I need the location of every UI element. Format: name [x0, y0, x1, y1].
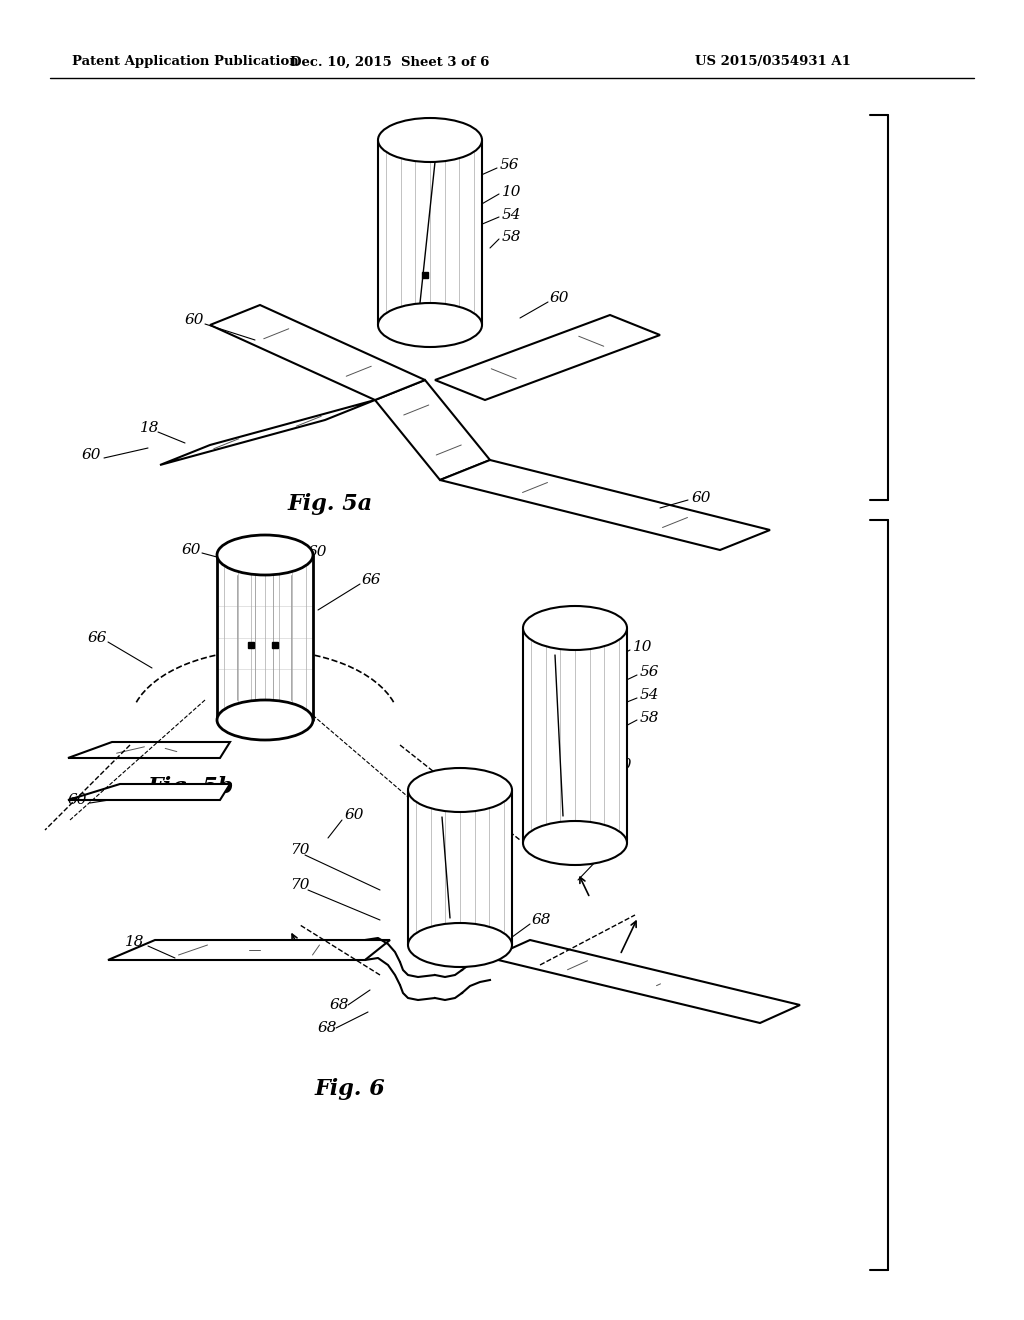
Text: 68: 68 [318, 1020, 338, 1035]
Polygon shape [435, 315, 660, 400]
Text: 10: 10 [633, 640, 652, 653]
Text: Fig. 5a: Fig. 5a [288, 492, 373, 515]
Text: 60: 60 [68, 793, 87, 807]
Ellipse shape [217, 535, 313, 576]
Text: 60: 60 [82, 447, 101, 462]
Polygon shape [68, 784, 230, 800]
Ellipse shape [408, 923, 512, 968]
Ellipse shape [378, 304, 482, 347]
Text: 60: 60 [550, 290, 569, 305]
Text: 70: 70 [612, 758, 632, 772]
Text: 54: 54 [502, 209, 521, 222]
Ellipse shape [217, 700, 313, 741]
Ellipse shape [523, 821, 627, 865]
Polygon shape [378, 140, 482, 325]
Polygon shape [160, 400, 375, 465]
Text: 70: 70 [290, 843, 309, 857]
Text: US 2015/0354931 A1: US 2015/0354931 A1 [695, 55, 851, 69]
Polygon shape [108, 940, 390, 960]
Text: 60: 60 [692, 491, 712, 506]
Text: 56: 56 [500, 158, 519, 172]
Text: 18: 18 [125, 935, 144, 949]
Text: 68: 68 [532, 913, 552, 927]
Polygon shape [375, 380, 490, 480]
Polygon shape [523, 628, 627, 843]
Text: 70: 70 [602, 845, 622, 859]
Text: Patent Application Publication: Patent Application Publication [72, 55, 299, 69]
Text: 60: 60 [308, 545, 328, 558]
Polygon shape [210, 305, 425, 400]
Text: 10: 10 [502, 185, 521, 199]
Polygon shape [217, 554, 313, 719]
Text: 56: 56 [640, 665, 659, 678]
Text: 58: 58 [640, 711, 659, 725]
Text: 60: 60 [185, 313, 205, 327]
Text: 18: 18 [140, 421, 160, 436]
Text: Fig. 5b: Fig. 5b [148, 776, 234, 799]
Text: 70: 70 [290, 878, 309, 892]
Text: Dec. 10, 2015  Sheet 3 of 6: Dec. 10, 2015 Sheet 3 of 6 [291, 55, 489, 69]
Text: 60: 60 [182, 543, 202, 557]
Text: 66: 66 [362, 573, 382, 587]
Polygon shape [68, 742, 230, 758]
Polygon shape [440, 459, 770, 550]
Polygon shape [490, 940, 800, 1023]
Ellipse shape [378, 117, 482, 162]
Text: 68: 68 [330, 998, 349, 1012]
Text: 66: 66 [88, 631, 108, 645]
Text: Fig. 6: Fig. 6 [314, 1078, 385, 1100]
Text: 60: 60 [345, 808, 365, 822]
Text: 54: 54 [640, 688, 659, 702]
Ellipse shape [523, 606, 627, 649]
Ellipse shape [408, 768, 512, 812]
Text: 58: 58 [502, 230, 521, 244]
Polygon shape [408, 789, 512, 945]
